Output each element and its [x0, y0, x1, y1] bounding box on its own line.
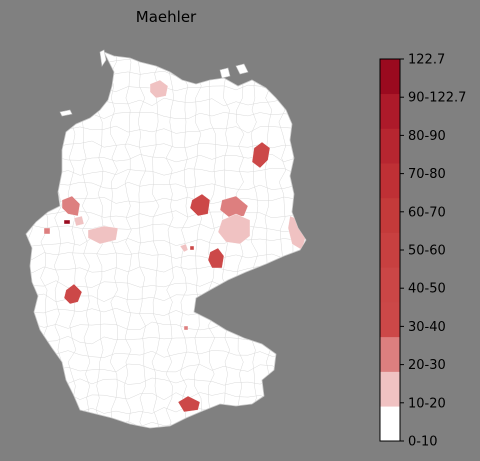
region-bavaria-south: [177, 395, 201, 413]
colorbar-tick-label: 70-80: [408, 167, 446, 182]
region-nrw-aachen: [43, 227, 51, 235]
region-nrw-muenster: [61, 195, 81, 217]
colorbar-tick-label: 50-60: [408, 244, 446, 259]
region-thuringia-east: [207, 247, 225, 269]
region-nrw-sauerland: [87, 225, 119, 245]
colorbar-bin: [380, 336, 400, 372]
colorbar-bin: [380, 302, 400, 338]
islands: [59, 49, 249, 117]
region-nrw-ruhr-small: [63, 219, 71, 225]
region-saxony-leipzig: [217, 213, 251, 245]
colorbar-bin: [380, 406, 400, 442]
region-nrw-ruhr-pink: [73, 215, 85, 227]
colorbar-bin: [380, 232, 400, 268]
region-thuringia-west-small: [179, 243, 189, 253]
region-brandenburg-north: [251, 141, 271, 169]
colorbar-tick-label: 90-122.7: [408, 91, 466, 106]
colorbar-tick-label: 20-30: [408, 358, 446, 373]
region-thuringia-west-tiny: [189, 245, 195, 251]
colorbar-tick-label: 80-90: [408, 129, 446, 144]
region-rhineland-palatinate: [63, 283, 83, 305]
region-bavaria-tiny: [183, 325, 189, 331]
region-north-schleswig-holstein: [149, 79, 169, 99]
map-title: Maehler: [135, 8, 197, 26]
region-saxony-anhalt-magdeburg: [189, 193, 211, 217]
colorbar-bin: [380, 371, 400, 407]
colorbar-bin: [380, 93, 400, 129]
colorbar-bin: [380, 197, 400, 233]
germany-outline: [25, 51, 307, 429]
colorbar-tick-label: 40-50: [408, 282, 446, 297]
colorbar-tick-label: 0-10: [408, 435, 438, 450]
colorbar-tick-label: 10-20: [408, 396, 446, 411]
colorbar-tick-label: 60-70: [408, 205, 446, 220]
colorbar-bin: [380, 128, 400, 164]
colorbar: 0-10 10-20 20-30 30-40 40-50 50-60 60-70 70-80 8…: [379, 53, 466, 450]
colorbar-bin: [380, 267, 400, 303]
colorbar-tick-label: 30-40: [408, 320, 446, 335]
colorbar-ticks: 0-10 10-20 20-30 30-40 40-50 50-60 60-70 70-80 8…: [400, 53, 466, 450]
colorbar-bin: [380, 163, 400, 199]
colorbar-bin: [380, 59, 400, 95]
colorbar-tick-label: 122.7: [408, 53, 445, 68]
region-saxony-anhalt-east: [219, 195, 249, 219]
